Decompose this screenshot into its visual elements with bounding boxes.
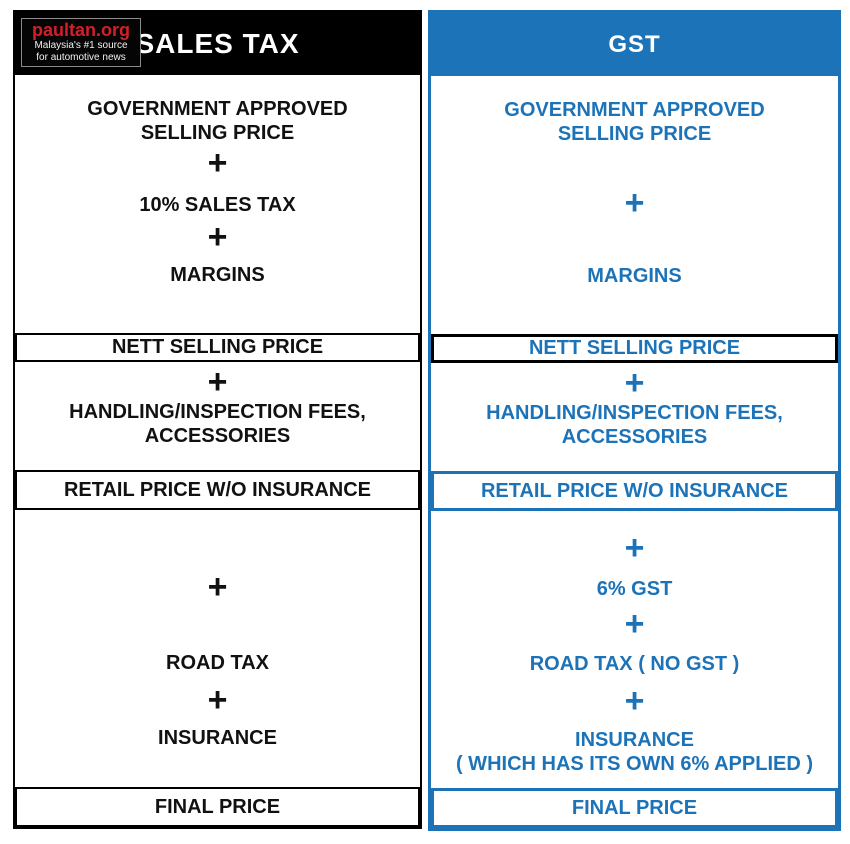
handling-fees-label: HANDLING/INSPECTION FEES, ACCESSORIES	[486, 402, 783, 448]
sales-tax-10-label: 10% SALES TAX	[139, 194, 296, 216]
logo-title: paultan.org	[32, 20, 130, 40]
margins-label: MARGINS	[170, 264, 265, 286]
logo-tagline-1: Malaysia's #1 source	[34, 40, 128, 51]
plus-icon: +	[207, 363, 228, 401]
handling-fees-label: HANDLING/INSPECTION FEES, ACCESSORIES	[69, 401, 366, 447]
nett-selling-price-box: NETT SELLING PRICE	[431, 334, 838, 363]
plus-icon: +	[624, 682, 645, 720]
gst-bottom-section: + 6% GST + ROAD TAX ( NO GST ) + INSURAN…	[431, 511, 838, 788]
paultan-logo: paultan.org Malaysia's #1 source for aut…	[21, 18, 141, 67]
sales-tax-fees-section: + HANDLING/INSPECTION FEES, ACCESSORIES	[15, 362, 420, 470]
insurance-label: INSURANCE ( WHICH HAS ITS OWN 6% APPLIED…	[455, 729, 814, 775]
plus-icon: +	[207, 681, 228, 719]
margins-label: MARGINS	[587, 265, 682, 287]
plus-icon: +	[207, 218, 228, 256]
column-gst: GST GOVERNMENT APPROVED SELLING PRICE + …	[428, 10, 841, 831]
plus-icon: +	[624, 184, 645, 222]
road-tax-label: ROAD TAX ( NO GST )	[529, 653, 740, 675]
final-price-box: FINAL PRICE	[15, 787, 420, 827]
insurance-label: INSURANCE	[158, 727, 277, 749]
plus-icon: +	[624, 529, 645, 567]
plus-icon: +	[624, 364, 645, 402]
logo-tagline-2: for automotive news	[36, 52, 126, 63]
gst-title: GST	[608, 30, 661, 58]
column-sales-tax: paultan.org Malaysia's #1 source for aut…	[13, 10, 422, 829]
gov-approved-price-label: GOVERNMENT APPROVED SELLING PRICE	[87, 98, 348, 144]
gov-approved-price-label: GOVERNMENT APPROVED SELLING PRICE	[504, 99, 765, 145]
gst-6-label: 6% GST	[596, 578, 673, 600]
final-price-box: FINAL PRICE	[431, 788, 838, 828]
retail-price-box: RETAIL PRICE W/O INSURANCE	[15, 470, 420, 510]
sales-tax-top-section: GOVERNMENT APPROVED SELLING PRICE + 10% …	[15, 75, 420, 333]
plus-icon: +	[624, 605, 645, 643]
plus-icon: +	[207, 144, 228, 182]
retail-price-box: RETAIL PRICE W/O INSURANCE	[431, 471, 838, 511]
sales-tax-bottom-section: + ROAD TAX + INSURANCE	[15, 510, 420, 787]
gst-fees-section: + HANDLING/INSPECTION FEES, ACCESSORIES	[431, 363, 838, 471]
road-tax-label: ROAD TAX	[166, 652, 269, 674]
sales-tax-header: paultan.org Malaysia's #1 source for aut…	[15, 12, 420, 75]
plus-icon: +	[207, 568, 228, 606]
gst-top-section: GOVERNMENT APPROVED SELLING PRICE + MARG…	[431, 76, 838, 334]
sales-tax-title: SALES TAX	[135, 27, 300, 59]
nett-selling-price-box: NETT SELLING PRICE	[15, 333, 420, 362]
gst-header: GST	[431, 13, 838, 76]
